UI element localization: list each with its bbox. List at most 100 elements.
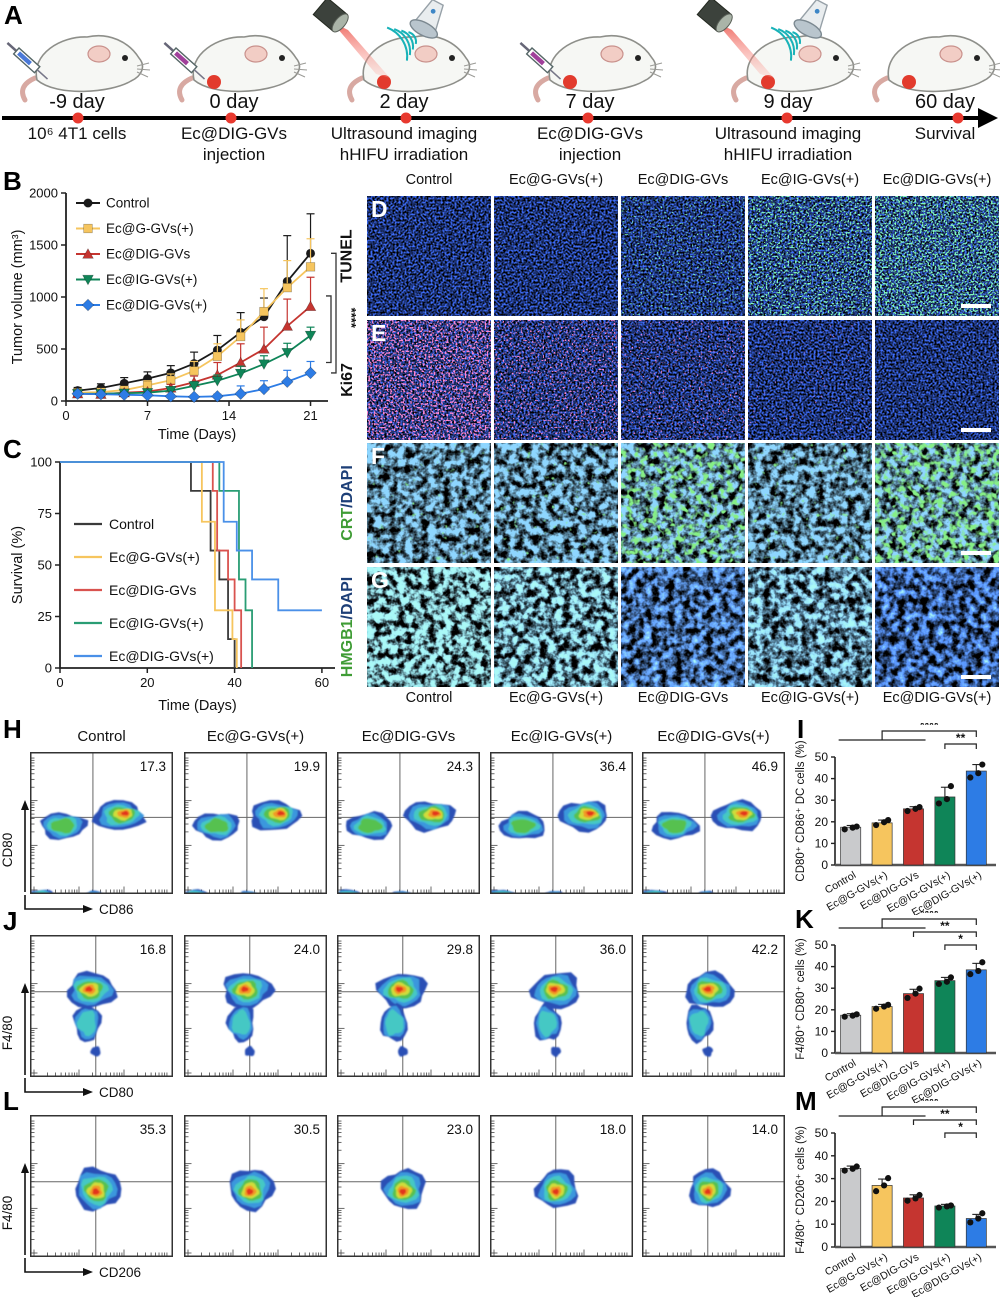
arrow-right-icon	[83, 905, 93, 913]
ultrasound-probe-icon	[770, 0, 828, 61]
panel-letter-l: L	[3, 1086, 19, 1116]
replicate-dot	[885, 1175, 892, 1182]
sig-line	[912, 931, 977, 937]
gate-percentage: 35.3	[140, 1122, 166, 1137]
mouse-eye	[122, 55, 128, 61]
microscopy-top-header: Control	[405, 172, 453, 188]
timeline-day-label: 9 day	[764, 91, 813, 113]
mouse-icon	[20, 35, 151, 103]
density-layer	[246, 1188, 254, 1195]
legend-label: Ec@G-GVs(+)	[109, 549, 200, 565]
ultrasound-waves	[408, 31, 418, 45]
laser-beam	[332, 22, 390, 78]
ultrasound-waves	[770, 26, 793, 61]
replicate-dot	[904, 1197, 911, 1204]
series-marker	[83, 198, 93, 208]
mouse-icon	[177, 35, 308, 103]
y-tick-label: 25	[38, 609, 52, 624]
replicate-dot	[841, 1013, 848, 1020]
plot-frame	[30, 935, 173, 1077]
density-layer	[92, 1188, 100, 1195]
series-marker	[164, 390, 178, 403]
plot-frame	[490, 935, 633, 1077]
density-layer	[550, 986, 558, 993]
microscopy-bottom-header: Control	[405, 690, 453, 706]
timeline-dot	[952, 112, 964, 124]
mouse-whiskers	[293, 62, 308, 78]
flow-x-axis-h: CD86	[24, 895, 134, 917]
bar	[840, 1167, 862, 1248]
gate-percentage: 14.0	[752, 1122, 778, 1137]
gate-percentage: 18.0	[600, 1122, 626, 1137]
flow-plot-j-4: 36.0	[490, 935, 633, 1077]
sig-bracket-inner	[326, 295, 332, 364]
timeline-event-label: Ultrasound imaging	[715, 124, 861, 143]
series-marker	[258, 359, 270, 371]
y-tick-label: 0	[51, 394, 58, 409]
density-cloud	[223, 973, 276, 1057]
timeline-dot	[781, 112, 793, 124]
flow-x-label: CD206	[99, 1265, 141, 1280]
flow-x-label: CD80	[99, 1085, 134, 1100]
timeline-svg: -9 day 10⁶ 4T1 cells 0 day Ec@DIG-GVs inject…	[2, 0, 1000, 164]
y-tick-label: 75	[38, 506, 52, 521]
density-layer	[538, 1010, 557, 1038]
microscopy-top-header: Ec@G-GVs(+)	[508, 172, 604, 188]
series-marker	[212, 351, 222, 361]
y-tick-label: 10	[815, 1024, 829, 1038]
mouse-icon	[533, 35, 664, 103]
flow-plot-h-5: 46.9	[642, 752, 785, 894]
flow-plot-h-4: 36.4	[490, 752, 633, 894]
flow-plot-h-2: 19.9	[184, 752, 327, 894]
plot-frame	[642, 1115, 785, 1257]
density-layer	[586, 811, 595, 816]
y-tick-label: 30	[815, 793, 829, 807]
replicate-dot	[873, 1005, 880, 1012]
mouse-tail	[731, 75, 749, 103]
x-tick-label: 7	[144, 408, 151, 423]
arrow-right-icon	[83, 1268, 93, 1276]
bar	[965, 770, 987, 866]
series-marker	[117, 388, 131, 401]
series-marker	[259, 306, 269, 317]
y-axis-label: Tumor volume (mm³)	[10, 230, 26, 365]
flow-column-header: Ec@G-GVs(+)	[206, 728, 305, 745]
replicate-dot	[935, 980, 942, 987]
micrograph-f-5	[875, 443, 999, 563]
density-cloud	[337, 801, 457, 894]
y-tick-label: 40	[815, 960, 829, 974]
gate-percentage: 24.3	[447, 759, 473, 774]
tumor-dot	[377, 75, 391, 89]
timeline-event-label: Survival	[915, 124, 975, 143]
density-layer	[121, 810, 129, 816]
micrograph-f-3	[621, 443, 745, 563]
plot-frame	[337, 752, 480, 894]
plot-frame	[642, 752, 785, 894]
micrograph-g-4	[748, 567, 872, 687]
gate-percentage: 46.9	[752, 759, 778, 774]
y-tick-label: 1500	[29, 238, 58, 253]
density-cloud	[229, 1170, 276, 1213]
panel-letter-j: J	[3, 906, 18, 936]
micrograph-d-4	[748, 196, 872, 316]
gate-percentage: 19.9	[294, 759, 320, 774]
micrograph-g-5	[875, 567, 999, 687]
density-layer	[702, 1046, 713, 1057]
flow-y-label: F4/80	[1, 1196, 15, 1231]
plot-frame	[490, 1115, 633, 1257]
laser-icon	[696, 0, 774, 78]
flow-plot-h-3: 24.3	[337, 752, 480, 894]
density-layer	[739, 811, 748, 816]
series-marker	[304, 366, 317, 380]
replicate-dot	[975, 770, 982, 777]
density-layer	[277, 810, 285, 816]
mouse-body	[362, 35, 471, 93]
density-layer	[661, 819, 687, 834]
panel-letter-f: F	[371, 443, 386, 469]
density-layer	[396, 986, 404, 993]
flow-column-header: Control	[77, 728, 126, 745]
mouse-body	[887, 35, 996, 93]
survival-curve	[60, 461, 322, 612]
flow-x-axis-j: CD80	[24, 1078, 134, 1100]
